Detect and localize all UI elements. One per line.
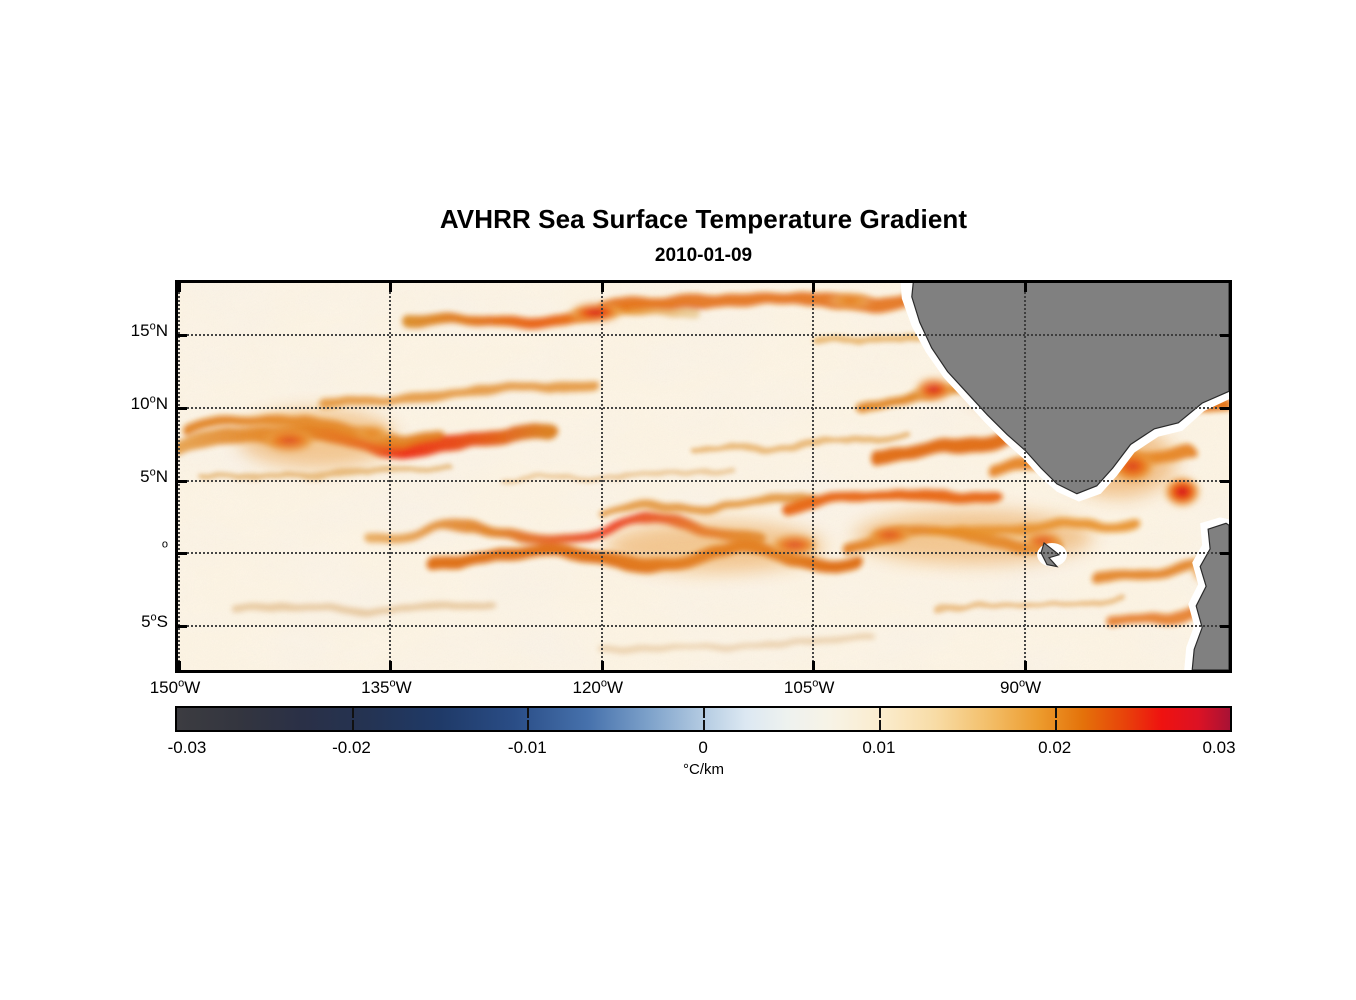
ytick-label-15n: 15oN — [130, 320, 168, 340]
ytick-label-5s: 5oS — [141, 611, 168, 631]
ytick-5s — [178, 625, 187, 628]
map-axes[interactable] — [175, 280, 1232, 673]
ytick-right-5s — [1220, 625, 1229, 628]
gridline-lon-90w — [1023, 283, 1026, 670]
colorbar-label-pos001: 0.01 — [862, 738, 896, 757]
title-block: AVHRR Sea Surface Temperature Gradient 2… — [175, 205, 1232, 266]
xtick-label-120w: 120oW — [572, 677, 624, 697]
xtick-120w — [600, 661, 604, 670]
colorbar-tick-neg001-bot — [527, 720, 530, 730]
colorbar-label-neg001: -0.01 — [507, 738, 547, 757]
ytick-right-5n — [1220, 479, 1229, 483]
ytick-right-15n — [1220, 333, 1229, 337]
xtick-label-105w: 105oW — [783, 677, 835, 697]
ytick-10n — [178, 406, 187, 410]
colorbar-tick-zero-top — [703, 708, 706, 718]
ytick-0 — [178, 552, 187, 556]
ytick-5n — [178, 479, 187, 483]
ytick-label-5n: 5oN — [140, 466, 168, 486]
xtick-top-150w — [178, 283, 181, 292]
colorbar-tick-zero-bot — [703, 720, 706, 730]
xtick-top-135w — [389, 283, 393, 292]
date-subtitle: 2010-01-09 — [654, 244, 753, 266]
colorbar-tick-pos001-bot — [879, 720, 881, 730]
gridline-lon-135w — [389, 283, 392, 670]
xtick-top-105w — [812, 283, 816, 292]
page-title: AVHRR Sea Surface Temperature Gradient — [439, 204, 968, 234]
gridline-lon-105w — [812, 283, 815, 670]
colorbar-tick-pos001-top — [879, 708, 881, 718]
gridline-lat-5n — [178, 479, 1229, 482]
xtick-90w — [1023, 661, 1027, 670]
colorbar-unit-label: °C/km — [683, 761, 724, 778]
ytick-15n — [178, 333, 187, 337]
colorbar[interactable] — [175, 706, 1232, 732]
ytick-right-10n — [1220, 406, 1229, 410]
gridline-lat-10n — [178, 406, 1229, 409]
ytick-label-10n: 10oN — [130, 393, 168, 413]
colorbar-label-neg002: -0.02 — [332, 738, 371, 757]
colorbar-tick-neg002-bot — [351, 720, 354, 730]
colorbar-tick-neg001-top — [527, 708, 530, 718]
xtick-135w — [389, 661, 393, 670]
colorbar-tick-pos002-bot — [1054, 720, 1057, 730]
gridline-lon-120w — [600, 283, 603, 670]
gridline-lat-5s — [178, 625, 1229, 627]
gridline-lat-15n — [178, 333, 1229, 336]
xtick-150w — [178, 661, 181, 670]
xtick-label-90w: 90oW — [1000, 677, 1042, 697]
colorbar-label-neg003: -0.03 — [167, 738, 207, 757]
xtick-top-120w — [600, 283, 604, 292]
colorbar-label-pos002: 0.02 — [1038, 738, 1072, 757]
ytick-right-0 — [1220, 552, 1229, 556]
colorbar-tick-neg002-top — [351, 708, 354, 718]
sst-gradient-heatmap — [178, 283, 1229, 670]
xtick-105w — [812, 661, 816, 670]
ytick-label-0: o — [161, 538, 168, 551]
xtick-label-135w: 135oW — [361, 677, 412, 697]
gridline-lat-0 — [178, 552, 1229, 555]
colorbar-label-zero: 0 — [698, 738, 708, 757]
xtick-label-150w: 150oW — [149, 677, 201, 697]
colorbar-tick-pos002-top — [1054, 708, 1057, 718]
colorbar-label-pos003: 0.03 — [1202, 738, 1236, 757]
gridline-lon-150w — [178, 283, 180, 670]
xtick-top-90w — [1023, 283, 1027, 292]
